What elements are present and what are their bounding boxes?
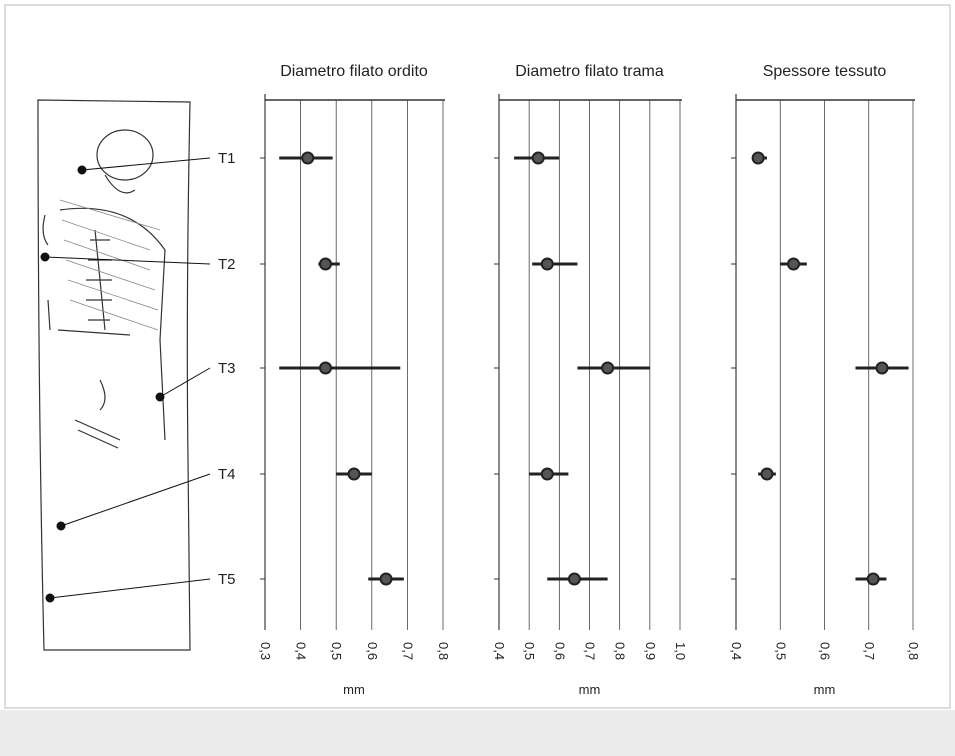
x-tick-label: 0,4: [729, 642, 744, 660]
point: [602, 363, 613, 374]
x-tick-label: 0,8: [613, 642, 628, 660]
x-tick-label: 0,9: [643, 642, 658, 660]
sample-label: T4: [218, 466, 236, 483]
background: [0, 0, 955, 756]
x-axis-label: mm: [343, 682, 365, 697]
point: [533, 153, 544, 164]
point: [868, 574, 879, 585]
point: [569, 574, 580, 585]
x-tick-label: 0,5: [522, 642, 537, 660]
figure: T1 T2 T3 T4 T5 Diametro filato ordito 0,3 0,4 0,…: [0, 0, 955, 756]
point: [542, 259, 553, 270]
x-tick-label: 0,4: [294, 642, 309, 660]
sample-label: T2: [218, 256, 236, 273]
sample-label: T3: [218, 360, 236, 377]
x-tick-label: 0,8: [436, 642, 451, 660]
page: T1 T2 T3 T4 T5 Diametro filato ordito 0,3 0,4 0,…: [0, 0, 955, 756]
x-tick-label: 0,6: [818, 642, 833, 660]
x-tick-label: 0,6: [552, 642, 567, 660]
x-tick-label: 0,8: [906, 642, 921, 660]
point: [320, 363, 331, 374]
bottom-band: [0, 710, 955, 756]
point: [381, 574, 392, 585]
x-tick-label: 0,3: [258, 642, 273, 660]
x-tick-label: 1,0: [673, 642, 688, 660]
x-tick-label: 0,7: [862, 642, 877, 660]
point: [877, 363, 888, 374]
point: [320, 259, 331, 270]
x-tick-label: 0,5: [773, 642, 788, 660]
point: [753, 153, 764, 164]
chart-title: Diametro filato ordito: [280, 63, 428, 80]
point: [788, 259, 799, 270]
sample-label: T5: [218, 571, 236, 588]
point: [761, 469, 772, 480]
x-axis-label: mm: [814, 682, 836, 697]
point: [542, 469, 553, 480]
x-tick-label: 0,7: [583, 642, 598, 660]
x-axis-label: mm: [579, 682, 601, 697]
x-tick-label: 0,4: [492, 642, 507, 660]
sample-label: T1: [218, 150, 236, 167]
chart-title: Diametro filato trama: [515, 63, 664, 80]
x-tick-label: 0,7: [400, 642, 415, 660]
x-tick-label: 0,5: [329, 642, 344, 660]
x-tick-label: 0,6: [365, 642, 380, 660]
point: [302, 153, 313, 164]
chart-title: Spessore tessuto: [763, 63, 887, 80]
point: [349, 469, 360, 480]
